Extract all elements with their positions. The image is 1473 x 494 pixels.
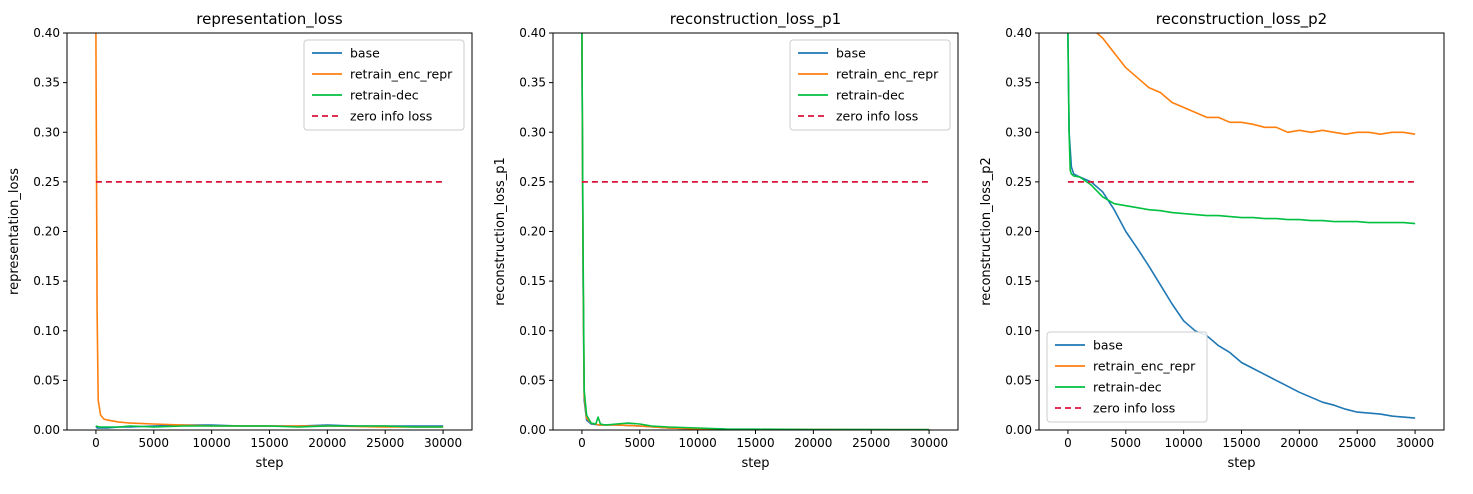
legend: base retrain_enc_repr retrain-dec zero info… xyxy=(303,39,465,131)
y-axis-label: reconstruction_loss_p2 xyxy=(979,157,994,306)
y-tick-label: 0.05 xyxy=(33,373,60,387)
x-tick-label: 5000 xyxy=(139,436,170,450)
y-tick-label: 0.15 xyxy=(519,274,546,288)
chart-panel-2: reconstruction_loss_p1 0 5000 10000 15000 200… xyxy=(493,10,959,471)
y-tick-label: 0.10 xyxy=(1005,324,1032,338)
legend-label: base xyxy=(836,46,866,61)
plot-area xyxy=(1067,33,1416,419)
series-line-retrain-dec xyxy=(1067,33,1416,225)
y-tick-label: 0.15 xyxy=(1005,274,1032,288)
y-tick-label: 0.05 xyxy=(519,373,546,387)
legend-label: retrain_enc_repr xyxy=(1093,359,1196,374)
x-tick-label: 30000 xyxy=(1396,436,1434,450)
legend-label: base xyxy=(350,46,380,61)
y-axis-label: representation_loss xyxy=(7,168,22,295)
legend-label: zero info loss xyxy=(836,109,918,124)
x-tick-label: 15000 xyxy=(1222,436,1260,450)
legend-label: zero info loss xyxy=(350,109,432,124)
y-tick-label: 0.30 xyxy=(1005,125,1032,139)
chart-panel-3: reconstruction_loss_p2 0 5000 10000 15000 200… xyxy=(979,10,1445,471)
chart-title: reconstruction_loss_p2 xyxy=(1156,10,1327,29)
x-tick-label: 10000 xyxy=(679,436,717,450)
y-tick-label: 0.40 xyxy=(33,26,60,40)
series-line-retrain-enc-repr xyxy=(1096,33,1416,135)
legend-label: base xyxy=(1093,338,1123,353)
y-tick-label: 0.10 xyxy=(519,324,546,338)
legend-label: retrain-dec xyxy=(1093,380,1162,395)
chart-panel-1: representation_loss 0 5000 10000 15000 20000 2… xyxy=(7,10,473,471)
y-tick-label: 0.20 xyxy=(1005,225,1032,239)
y-tick-label: 0.05 xyxy=(1005,373,1032,387)
legend-label: zero info loss xyxy=(1093,401,1175,416)
x-tick-label: 10000 xyxy=(193,436,231,450)
x-axis-label: step xyxy=(1227,456,1255,471)
x-tick-label: 0 xyxy=(1064,436,1072,450)
x-tick-label: 0 xyxy=(92,436,100,450)
x-tick-label: 0 xyxy=(578,436,586,450)
series-line-base xyxy=(1067,33,1416,419)
y-tick-label: 0.40 xyxy=(519,26,546,40)
y-tick-label: 0.00 xyxy=(1005,423,1032,437)
y-tick-label: 0.25 xyxy=(33,175,60,189)
y-tick-label: 0.35 xyxy=(1005,76,1032,90)
x-tick-label: 5000 xyxy=(1111,436,1142,450)
y-axis-label: reconstruction_loss_p1 xyxy=(493,157,508,306)
y-tick-label: 0.35 xyxy=(33,76,60,90)
x-tick-label: 15000 xyxy=(736,436,774,450)
y-tick-label: 0.30 xyxy=(519,125,546,139)
y-tick-label: 0.25 xyxy=(519,175,546,189)
legend-box xyxy=(1046,331,1208,423)
x-tick-label: 20000 xyxy=(794,436,832,450)
y-tick-label: 0.00 xyxy=(33,423,60,437)
y-tick-label: 0.30 xyxy=(33,125,60,139)
chart-title: representation_loss xyxy=(196,10,343,29)
x-tick-label: 30000 xyxy=(910,436,948,450)
legend-label: retrain-dec xyxy=(350,88,419,103)
legend: base retrain_enc_repr retrain-dec zero info… xyxy=(789,39,951,131)
x-tick-label: 30000 xyxy=(424,436,462,450)
x-tick-label: 25000 xyxy=(852,436,890,450)
series-line-retrain-dec xyxy=(95,425,444,428)
y-tick-label: 0.10 xyxy=(33,324,60,338)
plot-area xyxy=(95,33,444,429)
y-tick-label: 0.25 xyxy=(1005,175,1032,189)
x-axis-label: step xyxy=(741,456,769,471)
x-axis-label: step xyxy=(255,456,283,471)
legend-label: retrain_enc_repr xyxy=(836,67,939,82)
x-tick-label: 10000 xyxy=(1165,436,1203,450)
x-tick-label: 5000 xyxy=(625,436,656,450)
y-tick-label: 0.20 xyxy=(519,225,546,239)
legend-box xyxy=(789,39,951,131)
legend-label: retrain-dec xyxy=(836,88,905,103)
series-line-retrain-dec xyxy=(581,33,930,430)
chart-title: reconstruction_loss_p1 xyxy=(670,10,841,29)
x-tick-label: 25000 xyxy=(1338,436,1376,450)
y-tick-label: 0.15 xyxy=(33,274,60,288)
legend: base retrain_enc_repr retrain-dec zero info… xyxy=(1046,331,1208,423)
legend-box xyxy=(303,39,465,131)
y-tick-label: 0.20 xyxy=(33,225,60,239)
y-tick-label: 0.40 xyxy=(1005,26,1032,40)
x-tick-label: 25000 xyxy=(366,436,404,450)
x-tick-label: 20000 xyxy=(1280,436,1318,450)
x-tick-label: 20000 xyxy=(308,436,346,450)
y-tick-label: 0.00 xyxy=(519,423,546,437)
legend-label: retrain_enc_repr xyxy=(350,67,453,82)
y-tick-label: 0.35 xyxy=(519,76,546,90)
x-tick-label: 15000 xyxy=(250,436,288,450)
